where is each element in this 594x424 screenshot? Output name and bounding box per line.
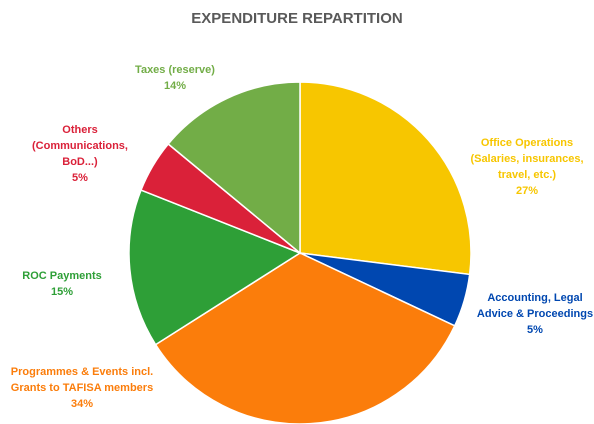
category-name: Taxes (reserve) — [135, 64, 215, 76]
value-label: 34% — [70, 398, 94, 410]
value-label: 5% — [72, 172, 88, 184]
slice-label: Taxes (reserve) 14% — [115, 62, 235, 94]
category-name: Programmes & Events incl. Grants to TAFI… — [10, 366, 154, 394]
category-name: Others (Communications, BoD...) — [32, 124, 128, 168]
value-label: 27% — [515, 185, 539, 197]
category-name: ROC Payments — [22, 270, 102, 282]
value-label: 15% — [50, 286, 74, 298]
value-label: 5% — [527, 324, 543, 336]
value-label: 14% — [163, 80, 187, 92]
slice-label: Accounting, Legal Advice & Proceedings 5% — [470, 290, 594, 338]
pie-slice — [167, 81, 301, 255]
slice-label: Office Operations (Salaries, insurances,… — [462, 135, 592, 199]
category-name: Office Operations (Salaries, insurances,… — [470, 137, 584, 181]
category-name: Accounting, Legal Advice & Proceedings — [476, 292, 594, 320]
slice-label: Others (Communications, BoD...) 5% — [28, 122, 133, 186]
pie-slice — [299, 81, 472, 276]
slice-label: ROC Payments 15% — [12, 268, 112, 300]
pie-slice — [128, 189, 302, 346]
slice-label: Programmes & Events incl. Grants to TAFI… — [2, 364, 162, 412]
chart-title: EXPENDITURE REPARTITION — [191, 10, 403, 27]
